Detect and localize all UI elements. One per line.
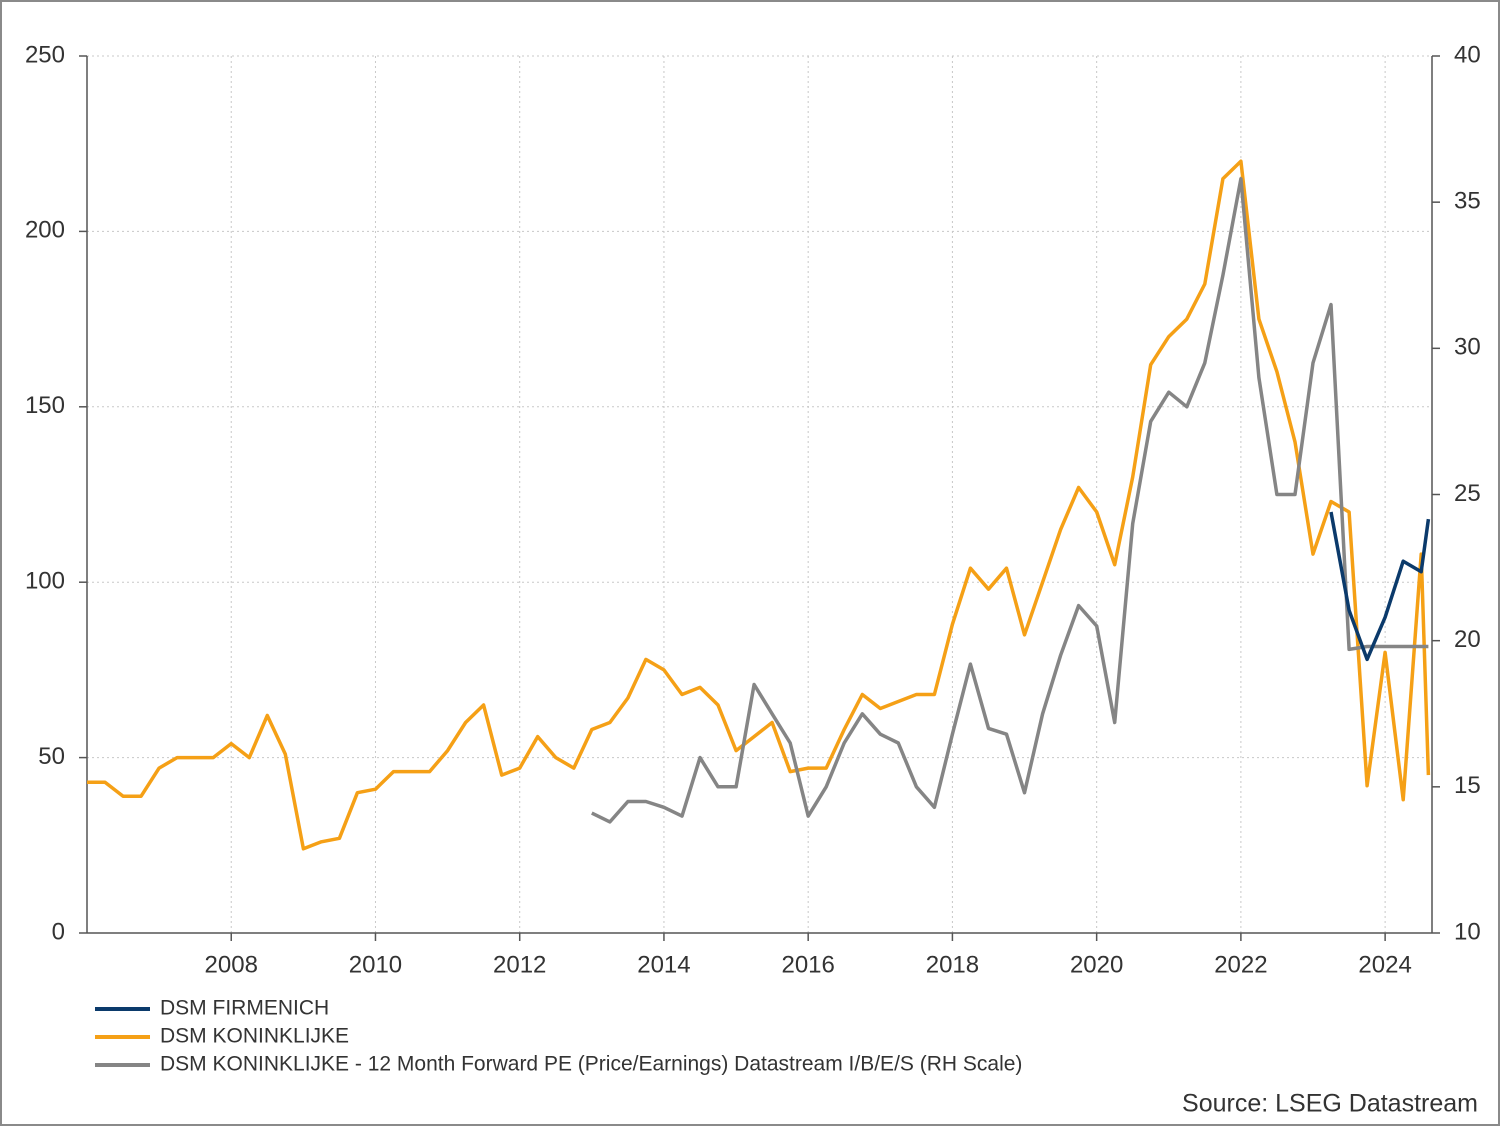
x-tick-label: 2012 xyxy=(493,951,546,978)
y-tick-label: 0 xyxy=(52,918,65,945)
y-tick-label: 150 xyxy=(25,392,65,419)
y2-tick-label: 20 xyxy=(1454,626,1481,653)
y2-tick-label: 15 xyxy=(1454,772,1481,799)
x-tick-label: 2022 xyxy=(1214,951,1267,978)
x-tick-label: 2018 xyxy=(926,951,979,978)
y2-tick-label: 25 xyxy=(1454,480,1481,507)
legend-label: DSM KONINKLIJKE - 12 Month Forward PE (P… xyxy=(160,1053,1022,1076)
source-note: Source: LSEG Datastream xyxy=(1182,1090,1478,1118)
x-tick-label: 2016 xyxy=(781,951,834,978)
x-tick-label: 2010 xyxy=(349,951,402,978)
y-tick-label: 200 xyxy=(25,217,65,244)
y2-tick-label: 40 xyxy=(1454,41,1481,68)
x-tick-label: 2014 xyxy=(637,951,690,978)
y2-tick-label: 10 xyxy=(1454,918,1481,945)
series-line xyxy=(591,177,1429,824)
x-tick-label: 2020 xyxy=(1070,951,1123,978)
series-line xyxy=(87,159,1431,851)
x-tick-label: 2024 xyxy=(1358,951,1411,978)
y2-tick-label: 30 xyxy=(1454,334,1481,361)
series-line xyxy=(1329,511,1431,662)
legend-label: DSM FIRMENICH xyxy=(160,997,329,1020)
y-tick-label: 50 xyxy=(38,743,65,770)
y-tick-label: 100 xyxy=(25,568,65,595)
y2-tick-label: 35 xyxy=(1454,188,1481,215)
y-tick-label: 250 xyxy=(25,41,65,68)
x-tick-label: 2008 xyxy=(205,951,258,978)
legend-label: DSM KONINKLIJKE xyxy=(160,1025,349,1048)
